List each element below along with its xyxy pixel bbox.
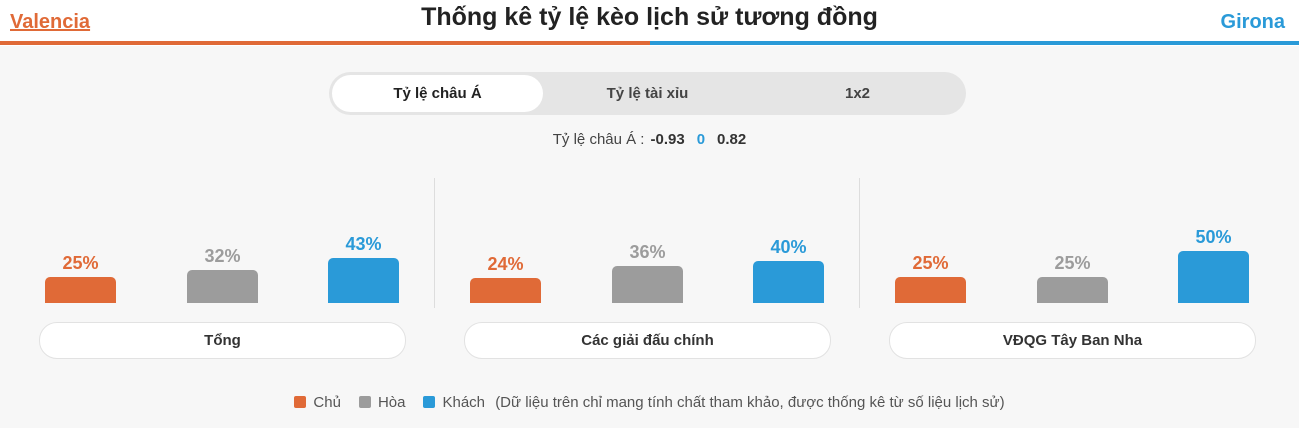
bar-label-home: 24% bbox=[487, 254, 524, 274]
bar-draw bbox=[187, 270, 258, 303]
legend-away-swatch bbox=[423, 396, 436, 408]
odds-tabs: Tỷ lệ châu Á Tỷ lệ tài xỉu 1x2 bbox=[329, 72, 966, 115]
bar-draw bbox=[1037, 277, 1108, 303]
tab-1x2[interactable]: 1x2 bbox=[844, 85, 871, 102]
group-name-button[interactable]: Các giải đấu chính bbox=[464, 322, 831, 359]
bar-draw bbox=[612, 266, 683, 303]
legend-home-label: Chủ bbox=[313, 394, 341, 411]
group-divider bbox=[859, 178, 860, 308]
bar-home bbox=[470, 278, 541, 303]
group-name-button[interactable]: Tổng bbox=[39, 322, 406, 359]
legend: Chủ Hòa Khách (Dữ liệu trên chỉ mang tính … bbox=[0, 394, 1299, 411]
bar-label-home: 25% bbox=[62, 253, 99, 273]
legend-draw: Hòa bbox=[358, 394, 406, 411]
chart-group: 25% 32% 43% Tổng bbox=[0, 178, 425, 364]
chart-group: 25% 25% 50% VĐQG Tây Ban Nha bbox=[850, 178, 1275, 364]
chart-group: 24% 36% 40% Các giải đấu chính bbox=[425, 178, 850, 364]
bar-away bbox=[753, 261, 824, 303]
legend-home-swatch bbox=[294, 396, 307, 408]
legend-draw-swatch bbox=[358, 396, 371, 408]
bar-away bbox=[328, 258, 399, 303]
odds-home-value: -0.93 bbox=[650, 131, 685, 148]
odds-summary: Tỷ lệ châu Á : -0.93 0 0.82 bbox=[0, 131, 1299, 148]
group-divider bbox=[434, 178, 435, 308]
home-color-bar bbox=[0, 41, 650, 45]
odds-line-value: 0 bbox=[696, 131, 706, 148]
bar-label-away: 50% bbox=[1195, 227, 1232, 247]
bar-label-draw: 25% bbox=[1054, 253, 1091, 273]
legend-away: Khách bbox=[423, 394, 485, 411]
bar-label-home: 25% bbox=[912, 253, 949, 273]
away-team-link[interactable]: Girona bbox=[1220, 11, 1285, 33]
bar-label-away: 43% bbox=[345, 234, 382, 254]
bar-home bbox=[895, 277, 966, 303]
away-color-bar bbox=[650, 41, 1299, 45]
legend-away-label: Khách bbox=[442, 394, 486, 411]
legend-home: Chủ bbox=[294, 394, 341, 411]
group-name-button[interactable]: VĐQG Tây Ban Nha bbox=[889, 322, 1256, 359]
legend-draw-label: Hòa bbox=[377, 394, 406, 411]
header: Valencia Thống kê tỷ lệ kèo lịch sử tươn… bbox=[0, 0, 1299, 46]
home-team-link[interactable]: Valencia bbox=[10, 11, 91, 33]
tab-asian-handicap[interactable]: Tỷ lệ châu Á bbox=[332, 75, 543, 112]
page-title: Thống kê tỷ lệ kèo lịch sử tương đồng bbox=[421, 3, 878, 31]
odds-label: Tỷ lệ châu Á : bbox=[552, 131, 645, 148]
legend-note: (Dữ liệu trên chỉ mang tính chất tham kh… bbox=[495, 394, 1005, 411]
odds-away-value: 0.82 bbox=[717, 131, 747, 148]
bar-label-draw: 36% bbox=[629, 242, 666, 262]
bar-home bbox=[45, 277, 116, 303]
bar-away bbox=[1178, 251, 1249, 303]
tab-over-under[interactable]: Tỷ lệ tài xỉu bbox=[606, 85, 689, 102]
bar-label-away: 40% bbox=[770, 237, 807, 257]
bar-label-draw: 32% bbox=[204, 246, 241, 266]
